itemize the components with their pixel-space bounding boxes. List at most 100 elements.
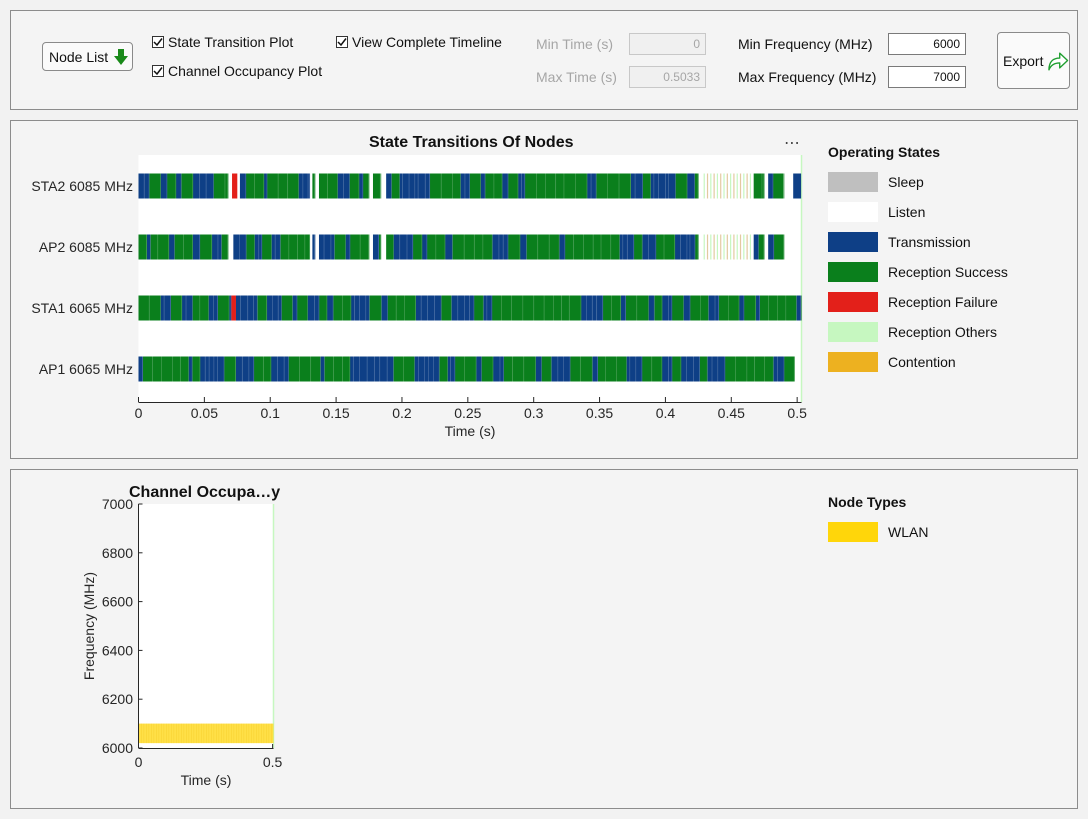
segment-divider [793, 356, 795, 382]
state-segment [630, 173, 636, 199]
checkbox-icon[interactable] [336, 36, 348, 48]
state-segment [749, 173, 752, 199]
state-segment [267, 173, 279, 199]
state-segment [460, 173, 466, 199]
wlan-occupancy-stripe [163, 723, 165, 744]
state-segment [436, 234, 446, 260]
wlan-occupancy-stripe [161, 723, 162, 744]
state-segment [374, 356, 381, 382]
more-options-icon[interactable]: ⋯ [784, 135, 801, 152]
segment-divider [738, 295, 740, 321]
state-segment [686, 356, 694, 382]
state-segment [458, 295, 465, 321]
wlan-occupancy-stripe [266, 723, 267, 744]
state-segment [327, 295, 334, 321]
x-tick-label: 0.5 [787, 405, 807, 421]
state-segment [209, 356, 215, 382]
checkbox-icon[interactable] [152, 36, 164, 48]
state-segment [687, 234, 691, 260]
state-segment [275, 234, 281, 260]
x-tick-label: 0.2 [392, 405, 412, 421]
state-segment [768, 234, 775, 260]
state-segment [564, 173, 577, 199]
segment-divider [404, 295, 405, 321]
state-segment [784, 356, 795, 382]
segment-divider [460, 173, 461, 199]
state-segment [500, 356, 505, 382]
segment-divider [380, 173, 381, 199]
state-segment [167, 173, 177, 199]
state-segment [386, 173, 392, 199]
segment-divider [175, 173, 177, 199]
export-button[interactable]: Export [997, 32, 1070, 89]
segment-divider [558, 234, 560, 260]
state-segment [146, 234, 151, 260]
max-frequency-field[interactable]: 7000 [888, 66, 966, 88]
segment-divider [424, 356, 425, 382]
state-segment [652, 356, 663, 382]
state-segment [311, 356, 321, 382]
state-segment [502, 173, 509, 199]
segment-divider [475, 356, 477, 382]
state-segment [299, 356, 312, 382]
state-segment [544, 295, 554, 321]
state-segment [480, 173, 486, 199]
segment-divider [694, 234, 696, 260]
max-time-field[interactable]: 0.5033 [629, 66, 706, 88]
segment-divider [368, 173, 370, 199]
min-frequency-field[interactable]: 6000 [888, 33, 966, 55]
state-segment [402, 173, 410, 199]
segment-divider [406, 234, 408, 260]
wlan-occupancy-stripe [206, 723, 207, 744]
state-segment [342, 295, 352, 321]
segment-divider [395, 295, 397, 321]
state-segment [695, 234, 699, 260]
state-segment [625, 295, 638, 321]
segment-divider [349, 173, 350, 199]
state-segment [699, 356, 708, 382]
segment-divider [454, 356, 456, 382]
state-segment [441, 295, 452, 321]
state-segment [523, 295, 535, 321]
state-segment [253, 295, 258, 321]
state-segment [231, 295, 236, 321]
state-segment [343, 173, 351, 199]
segment-divider [629, 356, 631, 382]
min-time-field[interactable]: 0 [629, 33, 706, 55]
channel-occupancy-checkbox[interactable]: Channel Occupancy Plot [152, 62, 322, 80]
state-segment [476, 356, 483, 382]
node-row-label: STA1 6065 MHz [31, 300, 133, 316]
state-segment [611, 234, 620, 260]
segment-divider [563, 173, 565, 199]
state-segment [658, 173, 666, 199]
legend-label: Transmission [888, 234, 971, 250]
state-segment [415, 295, 422, 321]
wlan-occupancy-stripe [223, 723, 225, 744]
state-segment [229, 295, 232, 321]
segment-divider [412, 234, 414, 260]
segment-divider [486, 295, 488, 321]
state-segment [801, 295, 802, 321]
node-list-button[interactable]: Node List [42, 42, 133, 71]
wlan-occupancy-stripe [236, 723, 237, 744]
checkbox-icon[interactable] [152, 65, 164, 77]
state-segment [675, 173, 688, 199]
segment-divider [648, 234, 649, 260]
segment-divider [183, 234, 184, 260]
segment-divider [333, 356, 334, 382]
segment-divider [245, 173, 247, 199]
segment-divider [188, 356, 189, 382]
state-segment [181, 173, 194, 199]
state-segment [593, 234, 602, 260]
segment-divider [172, 356, 173, 382]
segment-divider [648, 295, 649, 321]
state-transition-checkbox[interactable]: State Transition Plot [152, 33, 293, 51]
state-segment [288, 356, 300, 382]
segment-divider [358, 295, 360, 321]
wlan-occupancy-stripe [198, 723, 200, 744]
complete-timeline-checkbox[interactable]: View Complete Timeline [336, 33, 502, 51]
state-segment [359, 356, 368, 382]
segment-divider [213, 295, 214, 321]
state-segment [672, 356, 682, 382]
segment-divider [464, 356, 465, 382]
